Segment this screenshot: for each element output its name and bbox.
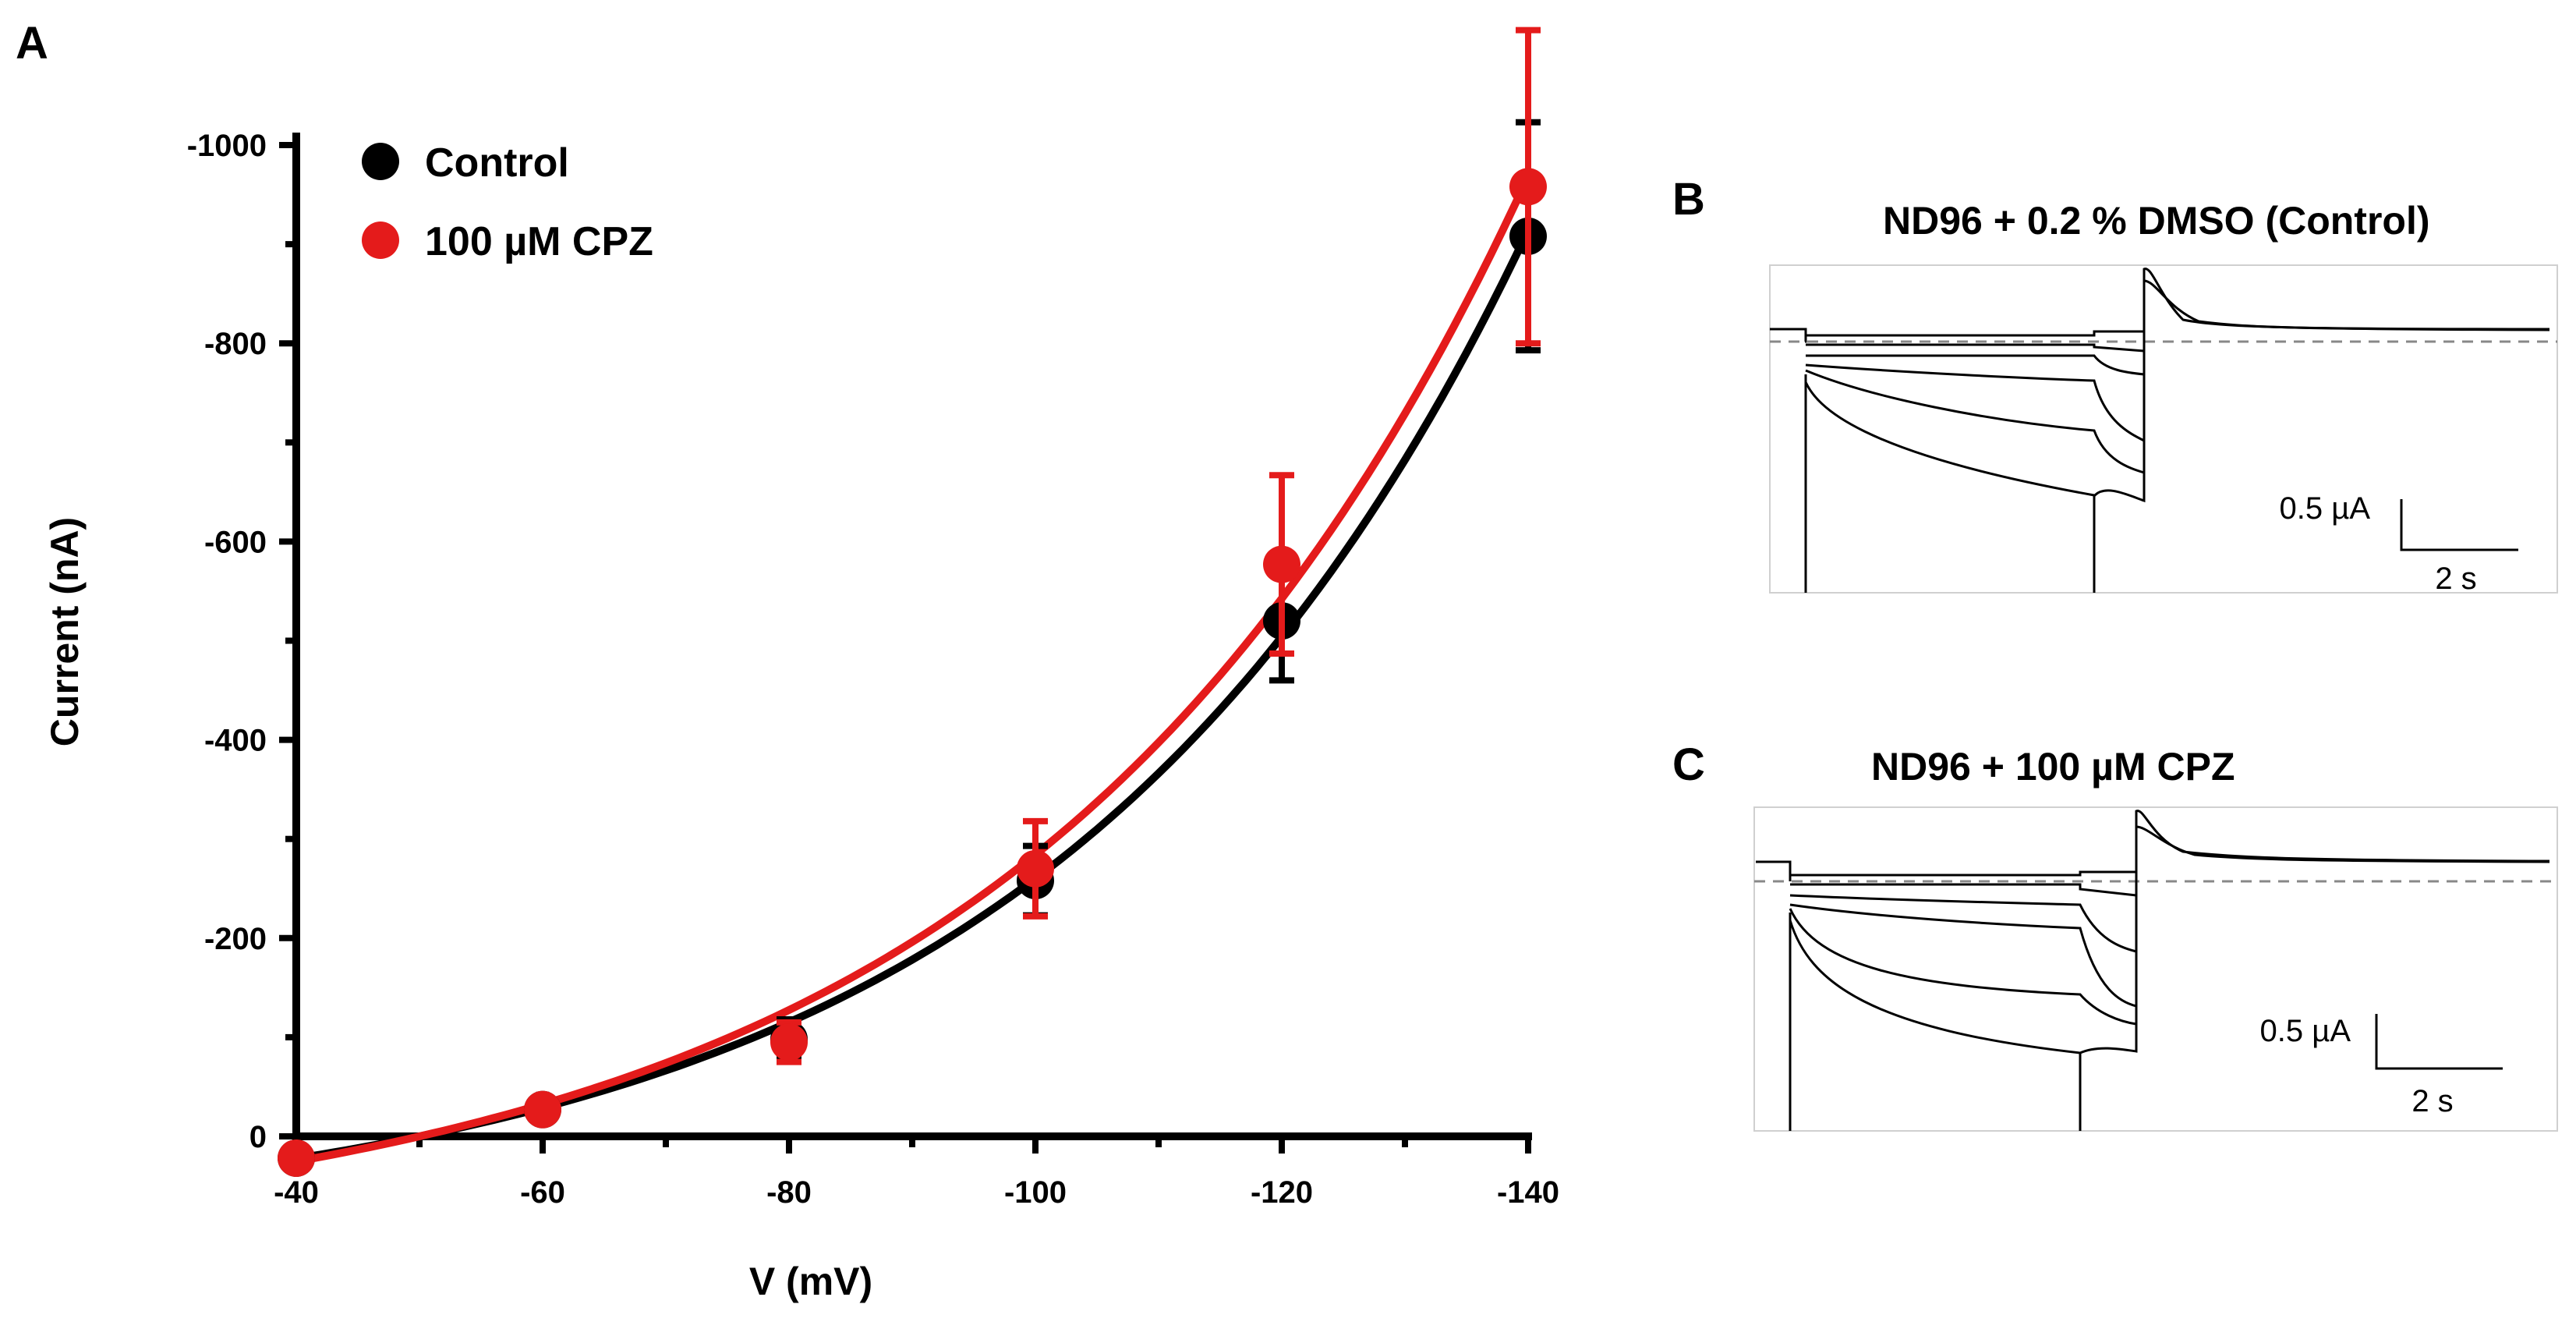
panel-b-letter: B	[1672, 174, 1705, 225]
trace-step-5-cpz	[1789, 908, 2137, 1026]
data-point-cpz	[1509, 168, 1547, 206]
legend-marker-cpz	[362, 222, 399, 259]
data-point-cpz	[524, 1090, 561, 1129]
scale-bar-cpz	[2375, 1014, 2503, 1070]
data-point-cpz	[1017, 849, 1054, 888]
x-tick-label: -120	[1251, 1175, 1313, 1210]
x-tick-label: -140	[1497, 1175, 1559, 1210]
trace-frame-cpz	[1753, 806, 2558, 1132]
trace-step-4-cpz	[1789, 903, 2137, 1008]
x-axis-title: V (mV)	[749, 1260, 872, 1303]
data-point-cpz	[278, 1139, 315, 1177]
trace-tail-control	[2143, 279, 2550, 331]
scale-current-cpz: 0.5 µA	[2260, 1014, 2351, 1048]
trace-step-5-control	[1805, 369, 2145, 474]
trace-frame-control	[1769, 264, 2558, 594]
scale-time-control: 2 s	[2435, 562, 2476, 596]
trace-step-2-control	[1806, 343, 2145, 353]
trace-step-3-cpz	[1789, 894, 2137, 953]
y-tick-label: -1000	[187, 129, 267, 163]
trace-title-control: ND96 + 0.2 % DMSO (Control)	[1883, 199, 2430, 243]
x-tick-label: -40	[274, 1175, 319, 1210]
trace-holding-control	[1770, 328, 1807, 343]
y-tick-label: -200	[204, 922, 267, 956]
scale-time-cpz: 2 s	[2411, 1084, 2453, 1118]
y-tick-label: -600	[204, 525, 267, 559]
panel-c-letter: C	[1672, 739, 1705, 790]
trace-step-1-control	[1806, 330, 2144, 337]
trace-step-3-control	[1806, 354, 2145, 376]
iv-plot: 0 -200 -400 -600 -800 -1000 -40 -60 -80 -100 -120…	[43, 27, 1559, 1303]
trace-step-6-cpz	[1789, 810, 2550, 1131]
y-tick-label: -400	[204, 724, 267, 758]
y-tick-label: 0	[249, 1120, 267, 1154]
trace-step-4-control	[1805, 363, 2145, 442]
trace-holding-cpz	[1756, 860, 1792, 881]
fit-curve-control	[295, 229, 1532, 1163]
trace-step-1-cpz	[1790, 870, 2136, 877]
y-tick-label: -800	[204, 327, 267, 361]
x-tick-label: -80	[766, 1175, 812, 1210]
trace-tail-cpz	[2135, 825, 2550, 863]
legend-marker-control	[362, 143, 399, 180]
data-point-cpz	[770, 1023, 808, 1061]
y-axis-title: Current (nA)	[43, 517, 87, 746]
trace-title-cpz: ND96 + 100 µM CPZ	[1871, 745, 2235, 789]
scale-current-control: 0.5 µA	[2280, 491, 2371, 526]
panel-a-letter: A	[16, 18, 48, 69]
trace-panel-control: ND96 + 0.2 % DMSO (Control) 0.5 µA 2 s	[1769, 199, 2558, 596]
trace-step-6-control	[1804, 268, 2550, 593]
x-tick-label: -60	[520, 1175, 565, 1210]
legend-label-control: Control	[425, 140, 569, 186]
trace-panel-cpz: ND96 + 100 µM CPZ 0.5 µA 2 s	[1753, 745, 2558, 1132]
legend-label-cpz: 100 µM CPZ	[425, 219, 653, 264]
scale-bar-control	[2400, 499, 2518, 551]
trace-step-2-cpz	[1790, 883, 2137, 897]
x-tick-label: -100	[1004, 1175, 1067, 1210]
data-point-cpz	[1263, 545, 1300, 583]
fit-curve-cpz	[295, 174, 1532, 1166]
